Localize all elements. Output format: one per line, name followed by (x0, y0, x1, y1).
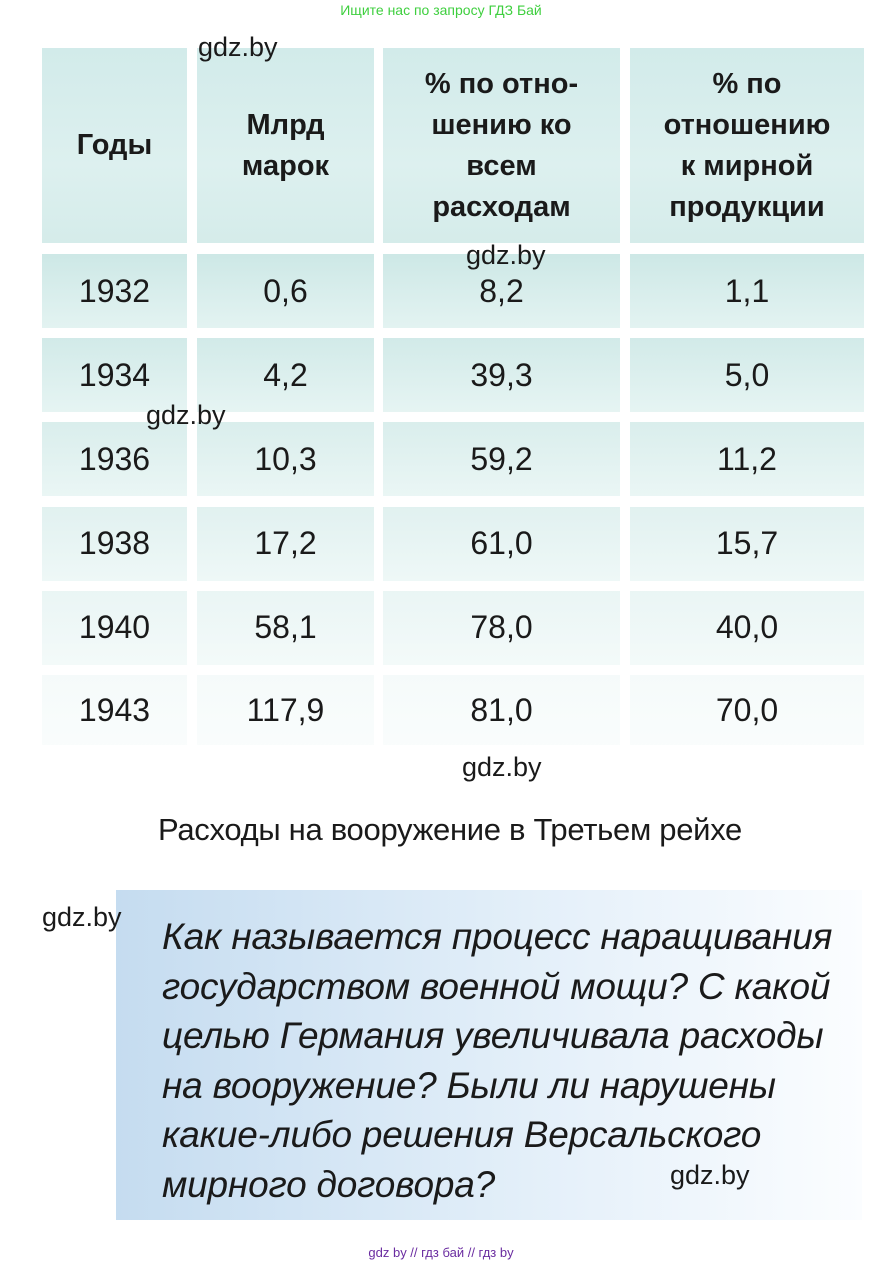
table-cell: 59,2 (383, 422, 620, 497)
table-cell: 15,7 (630, 506, 864, 581)
table-cell: 11,2 (630, 422, 864, 497)
table-cell: 17,2 (197, 506, 374, 581)
header-line: шению ко (431, 108, 572, 141)
column-header: Годы (42, 48, 187, 243)
header-line: % по отно- (424, 67, 579, 100)
table-cell: 117,9 (197, 675, 374, 745)
header-line: продукции (669, 190, 825, 223)
watermark: gdz.by (146, 400, 226, 430)
table-cell: 8,2 (383, 254, 620, 328)
footer-links[interactable]: gdz by // гдз бай // гдз by (368, 1245, 514, 1260)
table-cell: 5,0 (630, 338, 864, 413)
watermark: gdz.by (462, 752, 542, 782)
header-line: расходам (432, 190, 571, 223)
question-line: целью Германия увеличивала расходы (162, 1015, 824, 1056)
question-line: Как называется процесс наращивания (162, 916, 833, 957)
watermark: gdz.by (466, 240, 546, 270)
table-cell: 39,3 (383, 338, 620, 413)
column-header: % по отношению к мирной продукции (630, 48, 864, 243)
header-line: марок (241, 149, 330, 182)
question-line: какие-либо решения Версальского (162, 1114, 762, 1155)
header-line: к мирной (680, 149, 814, 182)
question-line: на вооружение? Были ли нарушены (162, 1064, 776, 1106)
watermark: gdz.by (670, 1160, 750, 1190)
column-header: Млрд марок (197, 48, 374, 243)
top-search-link[interactable]: Ищите нас по запросу ГДЗ Бай (340, 2, 542, 18)
watermark: gdz.by (42, 902, 122, 932)
question-box (116, 890, 862, 1220)
table-cell: 40,0 (630, 590, 864, 665)
table-cell: 1,1 (630, 254, 864, 328)
table-cell: 1936 (42, 422, 187, 497)
question-line: мирного договора? (162, 1163, 495, 1205)
table-cell: 1934 (42, 338, 187, 413)
watermark: gdz.by (198, 32, 278, 62)
table-cell: 4,2 (197, 338, 374, 413)
table-cell: 70,0 (630, 675, 864, 745)
header-line: всем (466, 149, 537, 182)
table-cell: 0,6 (197, 254, 374, 328)
header-line: Млрд (246, 108, 325, 141)
table-cell: 1938 (42, 506, 187, 581)
table-cell: 58,1 (197, 590, 374, 665)
table-cell: 81,0 (383, 675, 620, 745)
question-text: Как называется процесс наращивания госуд… (162, 912, 872, 1209)
table-cell: 1940 (42, 590, 187, 665)
table-cell: 78,0 (383, 590, 620, 665)
table-cell: 1932 (42, 254, 187, 328)
table-caption: Расходы на вооружение в Третьем рейхе (157, 812, 742, 847)
question-line: государством военной мощи? С какой (162, 965, 831, 1007)
table-cell: 61,0 (383, 506, 620, 581)
header-line: % по (712, 67, 782, 100)
table-cell: 1943 (42, 675, 187, 745)
column-header: % по отно-шению ко всем расходам (383, 48, 620, 243)
table-cell: 10,3 (197, 422, 374, 497)
header-line: отношению (663, 108, 831, 141)
header-line: Годы (76, 129, 153, 161)
